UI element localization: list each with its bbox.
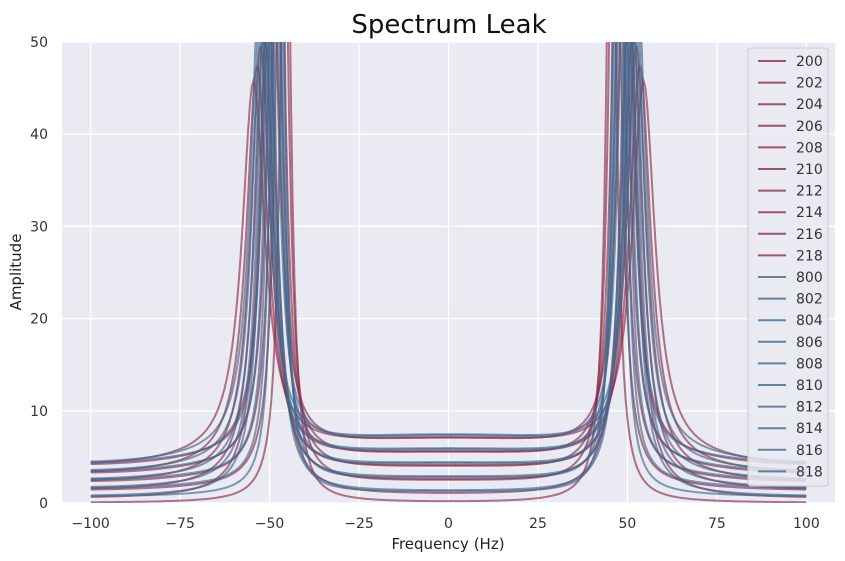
legend-label: 216 (796, 227, 823, 243)
legend-label: 804 (796, 313, 823, 329)
x-tick-label: 75 (708, 516, 726, 532)
y-axis-ticks: 0 10 20 30 40 50 (30, 35, 48, 512)
legend-box (747, 47, 829, 487)
x-tick-label: −100 (71, 516, 109, 532)
series-line-218 (90, 77, 807, 464)
legend-label: 204 (796, 97, 823, 113)
series-layer (90, 42, 807, 503)
legend-label: 810 (796, 378, 823, 394)
x-tick-label: 50 (619, 516, 637, 532)
series-line-210 (90, 42, 807, 498)
x-tick-label: 25 (529, 516, 547, 532)
x-tick-label: −25 (344, 516, 374, 532)
series-line-810 (90, 42, 807, 497)
y-tick-label: 50 (30, 35, 48, 51)
x-axis-label: Frequency (Hz) (391, 535, 504, 553)
legend-label: 818 (796, 464, 823, 480)
legend: 200 202 204 206 208 210 212 214 216 218 800 802 804 8… (747, 47, 829, 487)
y-tick-label: 40 (30, 127, 48, 143)
x-tick-label: −75 (165, 516, 195, 532)
legend-label: 206 (796, 119, 823, 135)
x-axis-ticks: −100 −75 −50 −25 0 25 50 75 100 (71, 516, 819, 532)
legend-label: 814 (796, 421, 823, 437)
legend-label: 816 (796, 443, 823, 459)
x-tick-label: 100 (793, 516, 820, 532)
series-line-812 (90, 42, 807, 488)
legend-label: 214 (796, 205, 823, 221)
series-line-214 (90, 45, 807, 481)
legend-label: 202 (796, 76, 823, 92)
legend-label: 806 (796, 335, 823, 351)
y-tick-label: 30 (30, 219, 48, 235)
series-line-818 (90, 42, 807, 463)
legend-label: 200 (796, 54, 823, 70)
y-tick-label: 10 (30, 404, 48, 420)
series-line-814 (90, 42, 807, 480)
legend-label: 808 (796, 356, 823, 372)
series-line-200 (90, 42, 807, 503)
x-tick-label: −50 (255, 516, 285, 532)
y-tick-label: 20 (30, 312, 48, 328)
legend-label: 802 (796, 292, 823, 308)
legend-label: 208 (796, 140, 823, 156)
chart-title: Spectrum Leak (351, 10, 546, 40)
series-line-216 (90, 65, 807, 473)
series-line-816 (90, 42, 807, 471)
legend-label: 812 (796, 400, 823, 416)
y-axis-label: Amplitude (7, 234, 25, 311)
legend-label: 800 (796, 270, 823, 286)
legend-label: 212 (796, 184, 823, 200)
legend-label: 218 (796, 248, 823, 264)
y-tick-label: 0 (39, 496, 48, 512)
x-tick-label: 0 (444, 516, 453, 532)
legend-label: 210 (796, 162, 823, 178)
